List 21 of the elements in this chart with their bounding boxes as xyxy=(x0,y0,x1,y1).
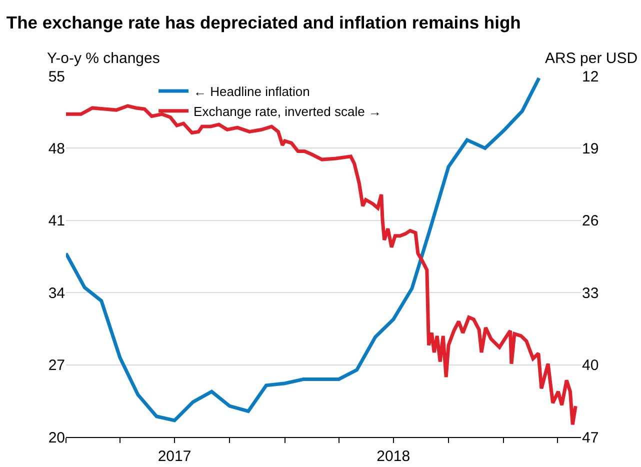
line-series xyxy=(66,76,541,422)
y2-tick-label: 33 xyxy=(582,284,599,302)
chart-title: The exchange rate has depreciated and inflation remains high xyxy=(6,12,521,33)
y2-tick-label: 47 xyxy=(582,429,599,446)
y2-tick-label: 40 xyxy=(582,357,599,374)
y-tick-label: 55 xyxy=(48,68,65,86)
y2-axis-title: ARS per USD xyxy=(545,50,638,67)
y2-tick-label: 12 xyxy=(582,68,599,86)
y-tick-label: 27 xyxy=(48,357,65,374)
y2-tick-label: 26 xyxy=(582,212,599,230)
y-tick-label: 34 xyxy=(48,284,65,302)
y-axis-title: Y-o-y % changes xyxy=(47,50,160,67)
y-tick-label: 41 xyxy=(48,212,65,230)
legend-label: ← Headline inflation xyxy=(194,84,310,100)
y-tick-label: 48 xyxy=(48,140,65,158)
legend-label: Exchange rate, inverted scale → xyxy=(194,104,382,119)
y2-tick-label: 19 xyxy=(582,140,599,158)
y-tick-label: 20 xyxy=(48,429,65,446)
x-tick-label: 2017 xyxy=(158,448,192,465)
x-tick-label: 2018 xyxy=(376,448,410,465)
line-series xyxy=(66,104,578,426)
